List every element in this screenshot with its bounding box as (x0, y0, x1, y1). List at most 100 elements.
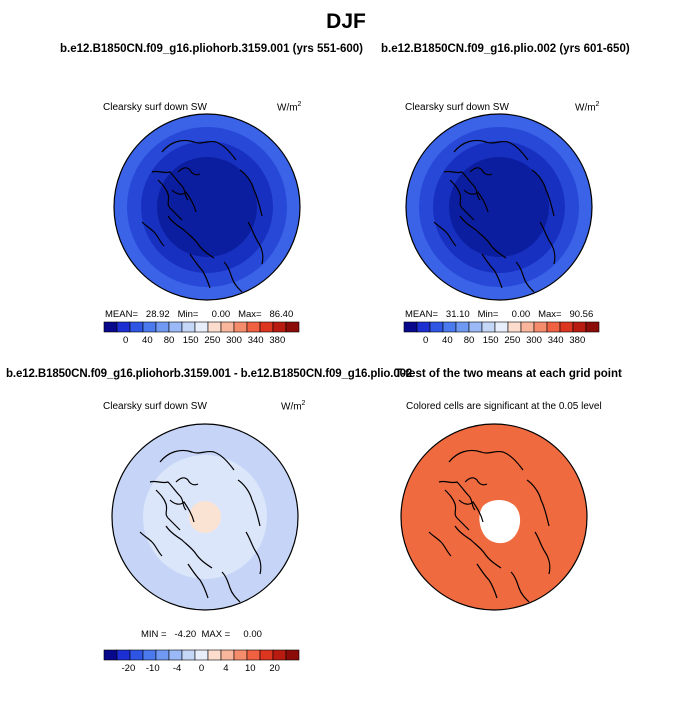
panel-3-rings (112, 424, 298, 610)
coastline-segment-5 (167, 215, 215, 259)
panel-2-map (405, 113, 593, 301)
coastline-segment-6 (531, 169, 555, 217)
panel-3-colorbar-tick-label: 10 (244, 663, 256, 674)
panel-3-colorbar-ticks: -20 -10 -4 0 4 10 20 (104, 663, 299, 675)
panel-2-units: W/m2 (575, 101, 600, 114)
coastline-segment-5 (454, 525, 502, 569)
coastline-segment-10 (139, 531, 163, 557)
panel-1-colorbar-swatch-15 (285, 321, 300, 333)
panel-4-map-border (400, 423, 588, 611)
panel-2-colorbar (403, 321, 600, 333)
coastline-segment-9 (187, 563, 209, 599)
panel-1-title: b.e12.B1850CN.f09_g16.pliohorb.3159.001 … (60, 43, 363, 55)
panel-3-colorbar (103, 649, 300, 661)
panel-3-colorbar-swatch-12 (246, 649, 261, 661)
panel-2-colorbar-tick-label: 80 (463, 335, 475, 346)
coastline-segment-9 (189, 253, 211, 289)
panel-3-colorbar-swatch-2 (116, 649, 131, 661)
coastline-segment-5 (165, 525, 213, 569)
panel-3-colorbar-swatch-14 (272, 649, 287, 661)
coastline-segment-9 (481, 253, 503, 289)
panel-1-colorbar-tick-label: 150 (182, 335, 199, 346)
panel-1-colorbar-swatch-2 (116, 321, 131, 333)
panel-3-colorbar-swatch-3 (129, 649, 144, 661)
coastline-segment-7 (539, 221, 556, 265)
panel-2-colorbar-swatch-14 (572, 321, 587, 333)
panel-2-colorbar-swatch-10 (520, 321, 535, 333)
panel-4-map (400, 423, 588, 611)
panel-3-colorbar-tick-label: -20 (121, 663, 136, 674)
panel-3-colorbar-swatch-9 (207, 649, 222, 661)
coastline-segment-8 (510, 571, 530, 603)
panel-1-colorbar-tick-label: 340 (247, 335, 264, 346)
panel-3-map (111, 423, 299, 611)
panel-4-title: T-test of the two means at each grid poi… (395, 368, 622, 380)
panel-2-colorbar-swatch-11 (533, 321, 548, 333)
panel-2-colorbar-swatch-15 (585, 321, 600, 333)
panel-1-colorbar-swatch-13 (259, 321, 274, 333)
panel-2-colorbar-swatch-4 (442, 321, 457, 333)
panel-1-stats: MEAN= 28.92 Min= 0.00 Max= 86.40 (105, 309, 294, 320)
panel-2-rings (406, 114, 592, 300)
panel-3-colorbar-swatch-8 (194, 649, 209, 661)
panel-2-variable-label: Clearsky surf down SW (405, 102, 509, 113)
panel-3-coastlines (139, 449, 262, 603)
panel-3-variable-label: Clearsky surf down SW (103, 401, 207, 412)
panel-3-colorbar-swatch-15 (285, 649, 300, 661)
coastline-segment-8 (223, 261, 243, 293)
panel-1-colorbar-swatch-1 (103, 321, 118, 333)
panel-2-colorbar-tick-label: 300 (526, 335, 542, 346)
panel-3-colorbar-swatch-10 (220, 649, 235, 661)
panel-1-colorbar-ticks: 0 40 80 150 250 300 340 380 (104, 335, 299, 347)
coastline-segment-10 (141, 221, 165, 247)
panel-1-colorbar-swatch-10 (220, 321, 235, 333)
panel-3-colorbar-swatch-6 (168, 649, 183, 661)
coastline-segment-4 (463, 189, 489, 213)
panel-1-colorbar-swatch-5 (155, 321, 170, 333)
panel-2-colorbar-swatch-8 (494, 321, 509, 333)
coastline-segment-3 (155, 489, 181, 531)
panel-3-colorbar-swatch-4 (142, 649, 157, 661)
panel-3-title: b.e12.B1850CN.f09_g16.pliohorb.3159.001 … (6, 368, 413, 380)
panel-3-colorbar-tick-label: -4 (172, 663, 182, 674)
panel-1-contour-band-4 (157, 157, 257, 257)
panel-3-stats: MIN = -4.20 MAX = 0.00 (141, 629, 262, 640)
panel-3-colorbar-swatch-1 (103, 649, 118, 661)
coastline-segment-3 (157, 179, 183, 221)
coastline-segment-8 (221, 571, 241, 603)
coastline-segment-1 (161, 139, 237, 161)
panel-1-colorbar-swatch-4 (142, 321, 157, 333)
coastline-segment-8 (515, 261, 535, 293)
panel-1-map (113, 113, 301, 301)
panel-3-colorbar-swatch-5 (155, 649, 170, 661)
panel-1-colorbar-swatch-6 (168, 321, 183, 333)
coastline-segment-7 (247, 221, 264, 265)
panel-2-colorbar-tick-label: 340 (547, 335, 564, 346)
panel-1-colorbar-swatch-3 (129, 321, 144, 333)
panel-2-colorbar-swatch-12 (546, 321, 561, 333)
panel-1-coastlines (141, 139, 264, 293)
panel-1-colorbar-tick-label: 380 (269, 335, 286, 346)
coastline-segment-11 (469, 167, 493, 176)
panel-2-colorbar-swatch-9 (507, 321, 522, 333)
coastline-segment-6 (239, 169, 263, 217)
panel-1-colorbar-tick-label: 80 (163, 335, 175, 346)
panel-1-colorbar-tick-label: 40 (142, 335, 153, 346)
coastline-segment-1 (453, 139, 529, 161)
panel-2-colorbar-tick-label: 150 (482, 335, 499, 346)
panel-3-map-border (111, 423, 299, 611)
panel-3-colorbar-tick-label: 0 (198, 663, 205, 674)
panel-1-colorbar-tick-label: 0 (123, 335, 129, 346)
panel-2-colorbar-swatch-1 (403, 321, 418, 333)
panel-2-colorbar-ticks: 0 40 80 150 250 300 340 380 (404, 335, 599, 347)
coastline-segment-7 (534, 531, 551, 575)
panel-4-insignificant-region (479, 500, 521, 544)
panel-1-units: W/m2 (277, 101, 302, 114)
coastline-segment-4 (458, 499, 484, 523)
panel-3-colorbar-swatch-13 (259, 649, 274, 661)
coastline-segment-11 (464, 477, 488, 486)
panel-1-colorbar (103, 321, 300, 333)
panel-3-contour-band-3 (189, 501, 221, 533)
panel-1-variable-label: Clearsky surf down SW (103, 102, 207, 113)
panel-2-title: b.e12.B1850CN.f09_g16.plio.002 (yrs 601-… (381, 43, 630, 55)
